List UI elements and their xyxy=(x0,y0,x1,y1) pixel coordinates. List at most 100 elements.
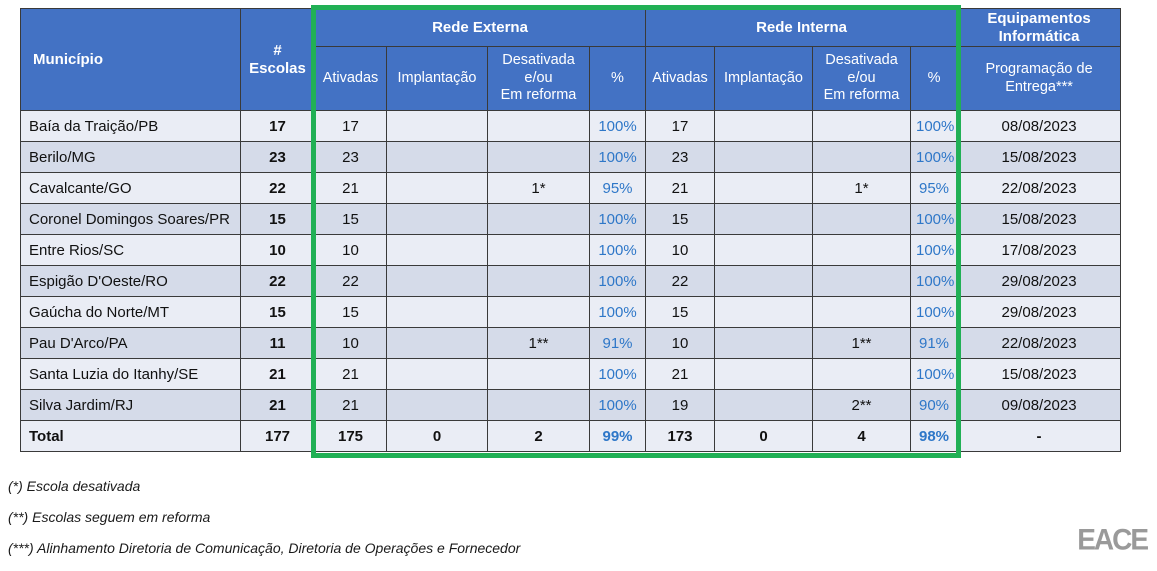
cell-ext-ativadas: 10 xyxy=(314,234,387,266)
table-body: Baía da Traição/PB 17 17 100% 17 100% 08… xyxy=(20,110,1122,421)
cell-municipio: Espigão D'Oeste/RO xyxy=(20,265,241,297)
cell-escolas: 22 xyxy=(240,172,315,204)
cell-entrega: 15/08/2023 xyxy=(957,358,1122,390)
cell-ext-pct: 100% xyxy=(589,110,646,142)
cell-int-pct: 90% xyxy=(909,389,959,421)
col-header-ext-ativadas: Ativadas xyxy=(314,46,387,111)
table-row: Silva Jardim/RJ 21 21 100% 19 2** 90% 09… xyxy=(20,389,1122,421)
cell-int-implantacao xyxy=(714,327,813,359)
cell-int-pct: 100% xyxy=(909,296,959,328)
cell-ext-implantacao xyxy=(386,296,488,328)
col-header-ext-pct: % xyxy=(589,46,646,111)
eace-logo: EACE xyxy=(1077,523,1149,556)
cell-int-pct: 100% xyxy=(909,110,959,142)
table-header: Município # Escolas Rede Externa Rede In… xyxy=(20,8,1122,111)
cell-ext-implantacao xyxy=(386,358,488,390)
cell-municipio: Coronel Domingos Soares/PR xyxy=(20,203,241,235)
cell-ext-ativadas: 15 xyxy=(314,296,387,328)
cell-ext-ativadas: 23 xyxy=(314,141,387,173)
cell-escolas: 23 xyxy=(240,141,315,173)
cell-int-implantacao xyxy=(714,172,813,204)
cell-entrega: 22/08/2023 xyxy=(957,327,1122,359)
table-row: Espigão D'Oeste/RO 22 22 100% 22 100% 29… xyxy=(20,265,1122,297)
table-row: Baía da Traição/PB 17 17 100% 17 100% 08… xyxy=(20,110,1122,142)
cell-escolas: 15 xyxy=(240,203,315,235)
cell-int-desativada: 2** xyxy=(812,389,911,421)
cell-total-ext-implantacao: 0 xyxy=(386,420,488,452)
cell-ext-desativada xyxy=(487,296,590,328)
cell-ext-ativadas: 22 xyxy=(314,265,387,297)
cell-escolas: 15 xyxy=(240,296,315,328)
cell-int-implantacao xyxy=(714,110,813,142)
cell-ext-implantacao xyxy=(386,141,488,173)
cell-int-pct: 95% xyxy=(909,172,959,204)
cell-int-ativadas: 15 xyxy=(645,203,715,235)
cell-int-ativadas: 19 xyxy=(645,389,715,421)
cell-total-ext-pct: 99% xyxy=(589,420,646,452)
cell-int-implantacao xyxy=(714,265,813,297)
col-header-escolas: # Escolas xyxy=(240,8,315,111)
cell-ext-implantacao xyxy=(386,234,488,266)
cell-escolas: 21 xyxy=(240,389,315,421)
cell-int-ativadas: 10 xyxy=(645,327,715,359)
cell-ext-desativada xyxy=(487,141,590,173)
cell-ext-desativada xyxy=(487,110,590,142)
cell-total-ext-ativadas: 175 xyxy=(314,420,387,452)
group-header-rede-interna: Rede Interna xyxy=(644,8,959,47)
cell-escolas: 22 xyxy=(240,265,315,297)
cell-ext-desativada xyxy=(487,203,590,235)
cell-ext-pct: 91% xyxy=(589,327,646,359)
table-row: Coronel Domingos Soares/PR 15 15 100% 15… xyxy=(20,203,1122,235)
cell-ext-pct: 95% xyxy=(589,172,646,204)
cell-ext-desativada: 1** xyxy=(487,327,590,359)
cell-int-desativada: 1* xyxy=(812,172,911,204)
cell-ext-desativada xyxy=(487,358,590,390)
schools-network-table: Município # Escolas Rede Externa Rede In… xyxy=(20,8,1122,452)
cell-municipio: Berilo/MG xyxy=(20,141,241,173)
cell-ext-pct: 100% xyxy=(589,265,646,297)
cell-int-ativadas: 22 xyxy=(645,265,715,297)
table-row: Cavalcante/GO 22 21 1* 95% 21 1* 95% 22/… xyxy=(20,172,1122,204)
cell-municipio: Baía da Traição/PB xyxy=(20,110,241,142)
col-header-int-pct: % xyxy=(909,46,959,111)
cell-int-desativada xyxy=(812,296,911,328)
cell-entrega: 08/08/2023 xyxy=(957,110,1122,142)
cell-escolas: 11 xyxy=(240,327,315,359)
col-header-entrega: Programação de Entrega*** xyxy=(957,46,1122,111)
cell-ext-pct: 100% xyxy=(589,234,646,266)
cell-int-implantacao xyxy=(714,296,813,328)
report-table-container: Município # Escolas Rede Externa Rede In… xyxy=(20,5,1125,458)
cell-int-pct: 100% xyxy=(909,234,959,266)
cell-ext-pct: 100% xyxy=(589,389,646,421)
cell-total-entrega: - xyxy=(957,420,1122,452)
cell-int-ativadas: 23 xyxy=(645,141,715,173)
cell-int-ativadas: 21 xyxy=(645,172,715,204)
table-row: Pau D'Arco/PA 11 10 1** 91% 10 1** 91% 2… xyxy=(20,327,1122,359)
table-row: Gaúcha do Norte/MT 15 15 100% 15 100% 29… xyxy=(20,296,1122,328)
cell-int-pct: 100% xyxy=(909,141,959,173)
cell-ext-desativada xyxy=(487,389,590,421)
cell-int-desativada xyxy=(812,358,911,390)
cell-total-escolas: 177 xyxy=(240,420,315,452)
cell-ext-implantacao xyxy=(386,265,488,297)
col-header-int-implantacao: Implantação xyxy=(714,46,813,111)
cell-int-desativada xyxy=(812,110,911,142)
cell-ext-ativadas: 10 xyxy=(314,327,387,359)
col-header-ext-desativada: Desativada e/ou Em reforma xyxy=(487,46,590,111)
cell-municipio: Santa Luzia do Itanhy/SE xyxy=(20,358,241,390)
cell-entrega: 29/08/2023 xyxy=(957,296,1122,328)
cell-ext-ativadas: 21 xyxy=(314,358,387,390)
cell-ext-ativadas: 15 xyxy=(314,203,387,235)
cell-int-desativada xyxy=(812,265,911,297)
cell-entrega: 17/08/2023 xyxy=(957,234,1122,266)
col-header-int-ativadas: Ativadas xyxy=(645,46,715,111)
cell-escolas: 17 xyxy=(240,110,315,142)
cell-int-ativadas: 10 xyxy=(645,234,715,266)
table-row: Santa Luzia do Itanhy/SE 21 21 100% 21 1… xyxy=(20,358,1122,390)
cell-ext-pct: 100% xyxy=(589,141,646,173)
cell-int-ativadas: 15 xyxy=(645,296,715,328)
cell-total-ext-desativada: 2 xyxy=(487,420,590,452)
cell-ext-ativadas: 21 xyxy=(314,389,387,421)
cell-municipio: Cavalcante/GO xyxy=(20,172,241,204)
cell-entrega: 22/08/2023 xyxy=(957,172,1122,204)
